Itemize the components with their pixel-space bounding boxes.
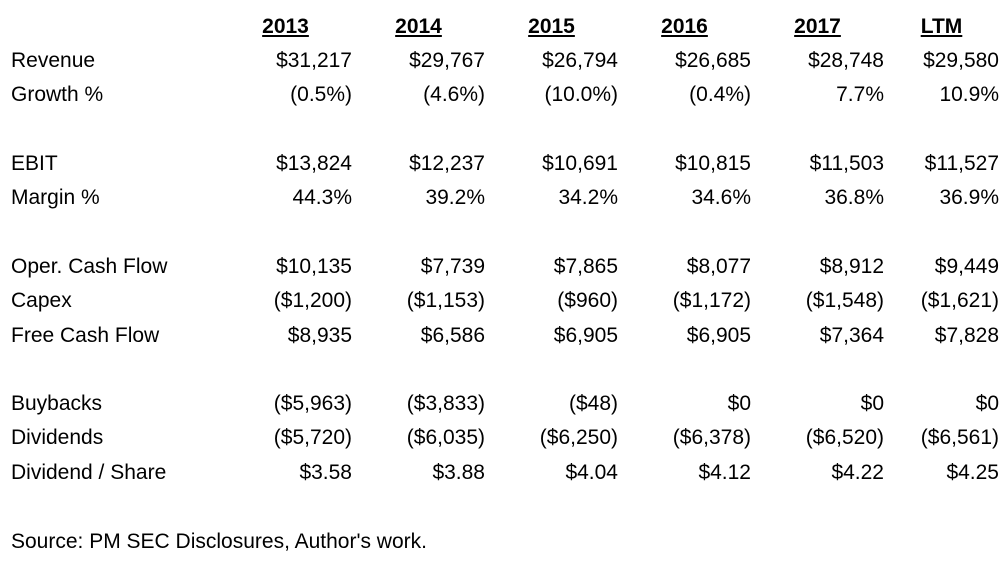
cell-value: ($1,172) bbox=[672, 289, 751, 313]
cell-value: $8,912 bbox=[819, 254, 884, 278]
cell-value: (10.0%) bbox=[544, 83, 618, 107]
cell-value: ($6,378) bbox=[672, 426, 751, 450]
cell-value: $8,077 bbox=[686, 254, 751, 278]
cell-value: $26,685 bbox=[675, 49, 751, 73]
cell-value: 39.2% bbox=[425, 186, 485, 210]
row-label: Free Cash Flow bbox=[11, 323, 160, 347]
cell-value: 7.7% bbox=[836, 83, 884, 107]
cell-value: $10,135 bbox=[276, 254, 352, 278]
cell-value: ($1,200) bbox=[273, 289, 352, 313]
cell-value: $9,449 bbox=[934, 254, 999, 278]
table-row-margin: Margin % 44.3% 39.2% 34.2% 34.6% 36.8% 3… bbox=[0, 181, 999, 215]
cell-value: $10,815 bbox=[675, 152, 751, 176]
cell-value: $31,217 bbox=[276, 49, 352, 73]
cell-value: 36.8% bbox=[824, 186, 884, 210]
header-year: 2014 bbox=[395, 15, 442, 38]
table-row-dividends: Dividends ($5,720) ($6,035) ($6,250) ($6… bbox=[0, 421, 999, 455]
cell-value: 10.9% bbox=[939, 83, 999, 107]
table-row-growth: Growth % (0.5%) (4.6%) (10.0%) (0.4%) 7.… bbox=[0, 78, 999, 112]
financial-summary-table-wrapper: 2013 2014 2015 2016 2017 LTM Revenue $31… bbox=[0, 10, 999, 490]
cell-value: ($1,621) bbox=[920, 289, 999, 313]
cell-value: $7,865 bbox=[553, 254, 618, 278]
row-label: Oper. Cash Flow bbox=[11, 254, 168, 278]
table-row-operating-cash-flow: Oper. Cash Flow $10,135 $7,739 $7,865 $8… bbox=[0, 250, 999, 284]
cell-value: $7,828 bbox=[934, 323, 999, 347]
table-row-capex: Capex ($1,200) ($1,153) ($960) ($1,172) … bbox=[0, 284, 999, 318]
table-row-free-cash-flow: Free Cash Flow $8,935 $6,586 $6,905 $6,9… bbox=[0, 318, 999, 352]
cell-value: (0.4%) bbox=[689, 83, 751, 107]
source-note: Source: PM SEC Disclosures, Author's wor… bbox=[11, 530, 427, 553]
cell-value: ($1,153) bbox=[406, 289, 485, 313]
cell-value: 44.3% bbox=[292, 186, 352, 210]
spacer-row bbox=[0, 113, 999, 147]
header-year: 2013 bbox=[262, 15, 309, 38]
cell-value: $6,586 bbox=[420, 323, 485, 347]
cell-value: (4.6%) bbox=[423, 83, 485, 107]
table-row-ebit: EBIT $13,824 $12,237 $10,691 $10,815 $11… bbox=[0, 147, 999, 181]
cell-value: $13,824 bbox=[276, 152, 352, 176]
cell-value: $29,767 bbox=[409, 49, 485, 73]
cell-value: $0 bbox=[727, 392, 751, 416]
cell-value: (0.5%) bbox=[290, 83, 352, 107]
cell-value: $7,739 bbox=[420, 254, 485, 278]
cell-value: $4.25 bbox=[946, 460, 999, 484]
header-row: 2013 2014 2015 2016 2017 LTM bbox=[0, 10, 999, 44]
cell-value: $6,905 bbox=[686, 323, 751, 347]
header-year: LTM bbox=[920, 15, 963, 38]
cell-value: $12,237 bbox=[409, 152, 485, 176]
cell-value: $11,503 bbox=[809, 152, 884, 176]
cell-value: $10,691 bbox=[542, 152, 618, 176]
row-label: EBIT bbox=[11, 152, 58, 176]
cell-value: ($3,833) bbox=[406, 392, 485, 416]
cell-value: 36.9% bbox=[939, 186, 999, 210]
cell-value: ($1,548) bbox=[805, 289, 884, 313]
cell-value: ($6,561) bbox=[920, 426, 999, 450]
cell-value: $28,748 bbox=[808, 49, 884, 73]
cell-value: ($48) bbox=[568, 392, 618, 416]
cell-value: $4.22 bbox=[831, 460, 884, 484]
cell-value: $7,364 bbox=[819, 323, 884, 347]
cell-value: 34.2% bbox=[558, 186, 618, 210]
spacer-row bbox=[0, 353, 999, 387]
cell-value: $29,580 bbox=[923, 49, 999, 73]
row-label: Buybacks bbox=[11, 392, 103, 416]
cell-value: ($6,035) bbox=[406, 426, 485, 450]
table-row-buybacks: Buybacks ($5,963) ($3,833) ($48) $0 $0 $… bbox=[0, 387, 999, 421]
cell-value: ($960) bbox=[557, 289, 618, 313]
row-label: Capex bbox=[11, 289, 72, 313]
table-row-dividend-per-share: Dividend / Share $3.58 $3.88 $4.04 $4.12… bbox=[0, 456, 999, 490]
cell-value: ($5,720) bbox=[273, 426, 352, 450]
cell-value: ($6,250) bbox=[539, 426, 618, 450]
cell-value: $3.88 bbox=[432, 460, 485, 484]
row-label: Dividends bbox=[11, 426, 104, 450]
cell-value: $11,527 bbox=[924, 152, 999, 176]
row-label: Growth % bbox=[11, 83, 104, 107]
cell-value: $6,905 bbox=[553, 323, 618, 347]
row-label: Revenue bbox=[11, 49, 96, 73]
header-year: 2015 bbox=[528, 15, 575, 38]
cell-value: ($6,520) bbox=[805, 426, 884, 450]
cell-value: $3.58 bbox=[299, 460, 352, 484]
header-year: 2017 bbox=[794, 15, 841, 38]
cell-value: $4.04 bbox=[565, 460, 618, 484]
cell-value: $26,794 bbox=[542, 49, 618, 73]
table-row-revenue: Revenue $31,217 $29,767 $26,794 $26,685 … bbox=[0, 44, 999, 78]
header-year: 2016 bbox=[661, 15, 708, 38]
cell-value: ($5,963) bbox=[273, 392, 352, 416]
cell-value: $4.12 bbox=[698, 460, 751, 484]
spacer-row bbox=[0, 215, 999, 249]
cell-value: 34.6% bbox=[691, 186, 751, 210]
row-label: Dividend / Share bbox=[11, 460, 167, 484]
cell-value: $0 bbox=[975, 392, 999, 416]
cell-value: $8,935 bbox=[287, 323, 352, 347]
cell-value: $0 bbox=[860, 392, 884, 416]
row-label: Margin % bbox=[11, 186, 100, 210]
financial-summary-table: 2013 2014 2015 2016 2017 LTM Revenue $31… bbox=[0, 10, 999, 490]
header-label-cell bbox=[0, 10, 219, 44]
